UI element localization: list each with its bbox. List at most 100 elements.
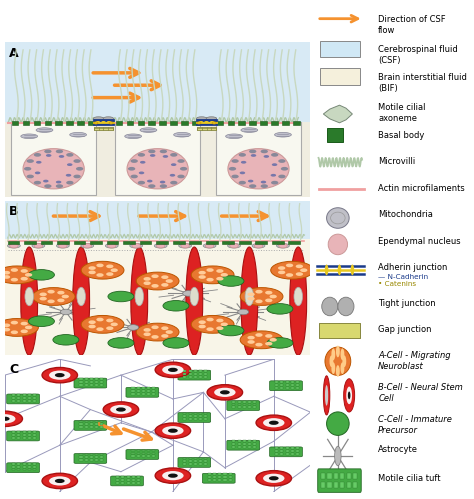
Ellipse shape bbox=[25, 287, 34, 306]
Ellipse shape bbox=[186, 247, 203, 355]
Circle shape bbox=[199, 121, 203, 123]
Bar bbox=[194, 416, 197, 417]
Circle shape bbox=[49, 477, 71, 486]
Bar bbox=[280, 381, 283, 383]
Circle shape bbox=[27, 175, 34, 178]
Text: Ependymal nucleus: Ependymal nucleus bbox=[378, 237, 461, 246]
Bar bbox=[147, 393, 150, 395]
Ellipse shape bbox=[125, 134, 142, 139]
Bar bbox=[208, 477, 211, 478]
Circle shape bbox=[265, 334, 273, 338]
Bar bbox=[142, 453, 145, 455]
Ellipse shape bbox=[228, 149, 289, 189]
Ellipse shape bbox=[191, 266, 234, 284]
Bar bbox=[45, 121, 51, 125]
Circle shape bbox=[151, 325, 159, 329]
Circle shape bbox=[278, 266, 285, 270]
Bar bbox=[253, 446, 256, 448]
Circle shape bbox=[83, 244, 91, 248]
Bar bbox=[197, 127, 216, 130]
FancyBboxPatch shape bbox=[74, 454, 107, 464]
Circle shape bbox=[199, 271, 206, 274]
Bar bbox=[95, 454, 98, 456]
Circle shape bbox=[256, 415, 292, 431]
Ellipse shape bbox=[179, 244, 191, 248]
Bar bbox=[232, 404, 236, 405]
Bar bbox=[137, 453, 140, 455]
Text: Microvilli: Microvilli bbox=[378, 157, 415, 166]
Bar bbox=[85, 424, 88, 425]
Bar bbox=[181, 121, 188, 125]
Bar bbox=[100, 381, 103, 383]
Bar bbox=[280, 387, 283, 389]
Circle shape bbox=[101, 121, 106, 123]
Bar bbox=[237, 401, 241, 403]
Bar bbox=[85, 457, 88, 458]
Bar bbox=[204, 458, 207, 460]
Bar bbox=[147, 387, 150, 389]
Ellipse shape bbox=[323, 376, 330, 415]
Bar bbox=[152, 393, 155, 395]
Bar bbox=[285, 384, 289, 386]
Bar bbox=[189, 416, 191, 417]
Circle shape bbox=[336, 346, 340, 357]
Bar bbox=[41, 241, 53, 244]
Text: Tight junction: Tight junction bbox=[378, 298, 436, 308]
Text: A: A bbox=[9, 46, 19, 59]
Bar bbox=[33, 400, 36, 402]
Circle shape bbox=[271, 174, 276, 177]
Circle shape bbox=[44, 184, 52, 188]
Circle shape bbox=[11, 330, 18, 334]
Circle shape bbox=[0, 414, 16, 424]
Bar bbox=[204, 464, 207, 465]
Circle shape bbox=[300, 268, 308, 272]
Bar bbox=[23, 466, 26, 468]
Circle shape bbox=[34, 244, 43, 248]
Circle shape bbox=[199, 320, 206, 324]
Circle shape bbox=[39, 292, 47, 296]
Circle shape bbox=[130, 175, 138, 178]
Bar bbox=[80, 460, 82, 461]
Ellipse shape bbox=[154, 244, 167, 248]
Circle shape bbox=[248, 180, 254, 183]
Circle shape bbox=[296, 264, 303, 268]
Bar bbox=[100, 384, 103, 386]
Bar bbox=[137, 393, 140, 395]
Bar bbox=[107, 241, 118, 244]
Text: Mitochondria: Mitochondria bbox=[378, 210, 433, 219]
Circle shape bbox=[181, 244, 190, 248]
Bar bbox=[296, 450, 299, 452]
Bar bbox=[232, 446, 236, 448]
Circle shape bbox=[162, 426, 183, 435]
Circle shape bbox=[25, 273, 32, 277]
Circle shape bbox=[47, 290, 55, 293]
Bar bbox=[204, 413, 207, 415]
Bar bbox=[88, 121, 95, 125]
Bar bbox=[271, 121, 278, 125]
Circle shape bbox=[59, 244, 67, 248]
Circle shape bbox=[261, 184, 268, 188]
Circle shape bbox=[128, 167, 135, 171]
Circle shape bbox=[96, 318, 104, 321]
Bar bbox=[28, 466, 31, 468]
Bar bbox=[321, 473, 325, 479]
Bar bbox=[253, 401, 256, 403]
Bar bbox=[320, 41, 360, 57]
Bar bbox=[293, 121, 300, 125]
Bar bbox=[85, 426, 88, 428]
Text: A-Cell - Migrating: A-Cell - Migrating bbox=[378, 351, 451, 360]
Bar bbox=[85, 421, 88, 422]
Circle shape bbox=[351, 264, 354, 275]
Polygon shape bbox=[323, 105, 352, 123]
Circle shape bbox=[110, 268, 118, 272]
Circle shape bbox=[199, 325, 206, 328]
Ellipse shape bbox=[23, 149, 84, 189]
FancyBboxPatch shape bbox=[74, 421, 107, 430]
Bar bbox=[183, 370, 186, 372]
Bar bbox=[5, 201, 310, 240]
Bar bbox=[291, 453, 294, 455]
Ellipse shape bbox=[70, 132, 87, 137]
Circle shape bbox=[230, 244, 238, 248]
Bar bbox=[237, 443, 241, 445]
Bar bbox=[152, 450, 155, 452]
